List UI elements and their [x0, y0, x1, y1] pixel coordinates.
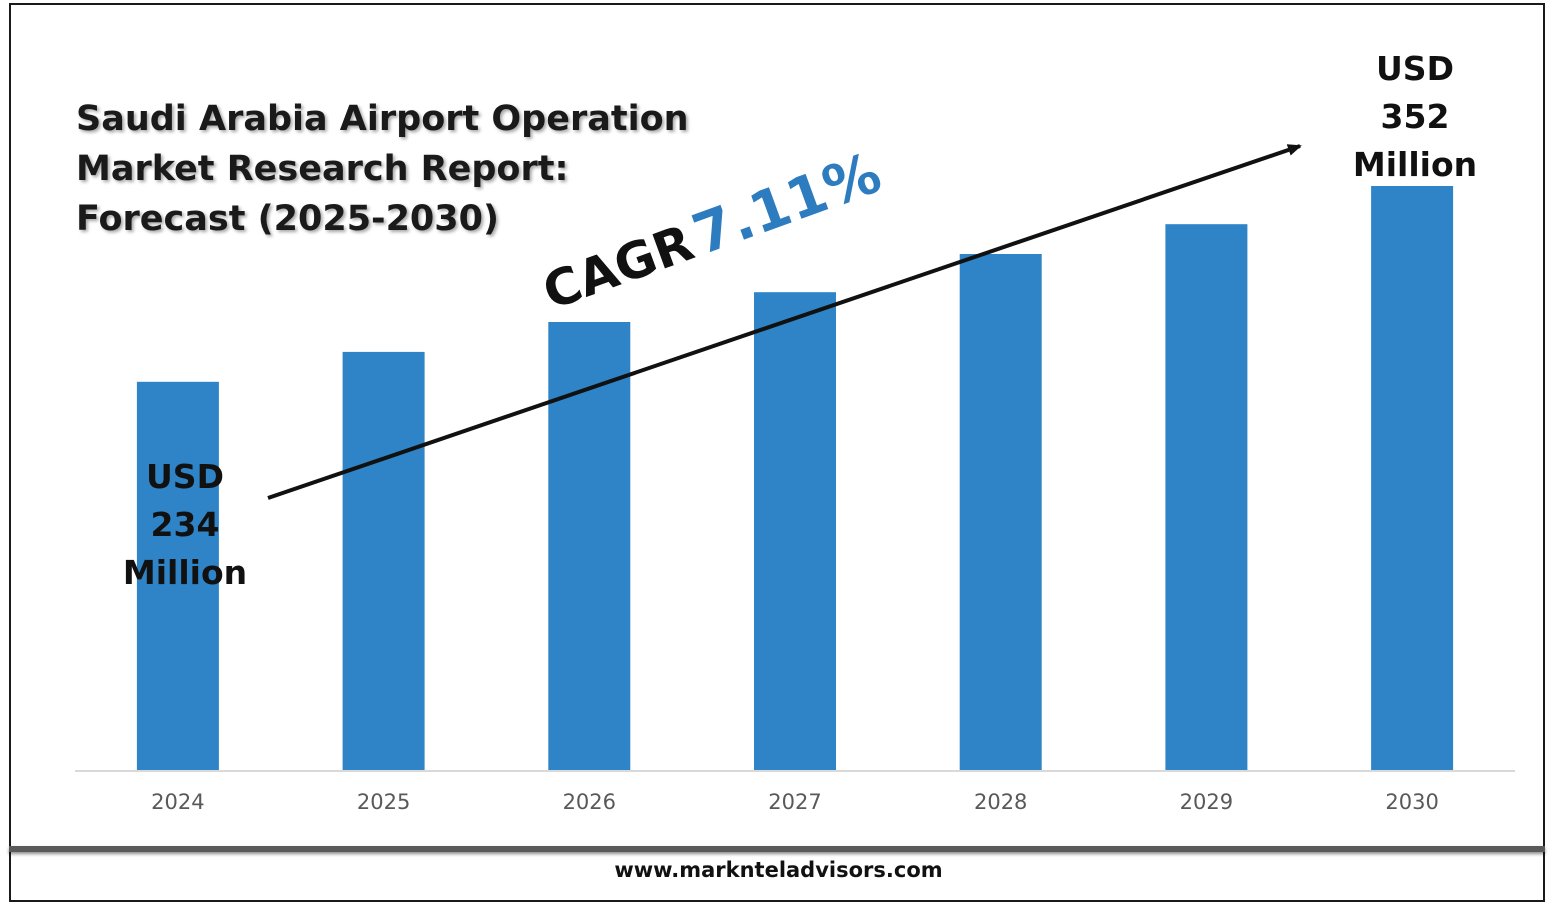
bar-2025 [342, 351, 425, 770]
bar-2030 [1371, 186, 1454, 770]
end-currency: USD [1376, 49, 1454, 88]
growth-arrow [267, 144, 1302, 500]
bars-layer [136, 186, 1454, 770]
bar-2029 [1165, 224, 1248, 770]
x-tick-2026: 2026 [563, 790, 616, 814]
start-currency: USD [146, 457, 224, 496]
footer-divider [9, 846, 1545, 852]
end-value-callout: USD 352 Million [1335, 45, 1495, 189]
x-tick-2028: 2028 [974, 790, 1027, 814]
bar-2028 [959, 254, 1042, 770]
title-line-1: Saudi Arabia Airport Operation [76, 99, 689, 139]
title-line-3: Forecast (2025-2030) [76, 199, 499, 239]
chart-title: Saudi Arabia Airport Operation Market Re… [76, 94, 716, 244]
end-amount: 352 [1380, 97, 1450, 136]
bar-2027 [754, 292, 836, 770]
start-unit: Million [122, 553, 248, 592]
chart-area: 2024 2025 2026 2027 2028 2029 2030 [75, 144, 1515, 814]
x-tick-2025: 2025 [357, 790, 410, 814]
bar-chart: 2024 2025 2026 2027 2028 2029 2030 [75, 144, 1515, 814]
bar-2024 [136, 381, 219, 770]
x-tick-labels: 2024 2025 2026 2027 2028 2029 2030 [151, 790, 1439, 814]
x-tick-2029: 2029 [1180, 790, 1233, 814]
title-line-2: Market Research Report: [76, 149, 569, 189]
x-tick-2024: 2024 [151, 790, 204, 814]
x-tick-2030: 2030 [1385, 790, 1438, 814]
end-unit: Million [1352, 145, 1478, 184]
start-value-callout: USD 234 Million [105, 453, 265, 597]
start-amount: 234 [150, 505, 220, 544]
footer-url: www.marknteladvisors.com [614, 858, 943, 882]
x-tick-2027: 2027 [768, 790, 821, 814]
